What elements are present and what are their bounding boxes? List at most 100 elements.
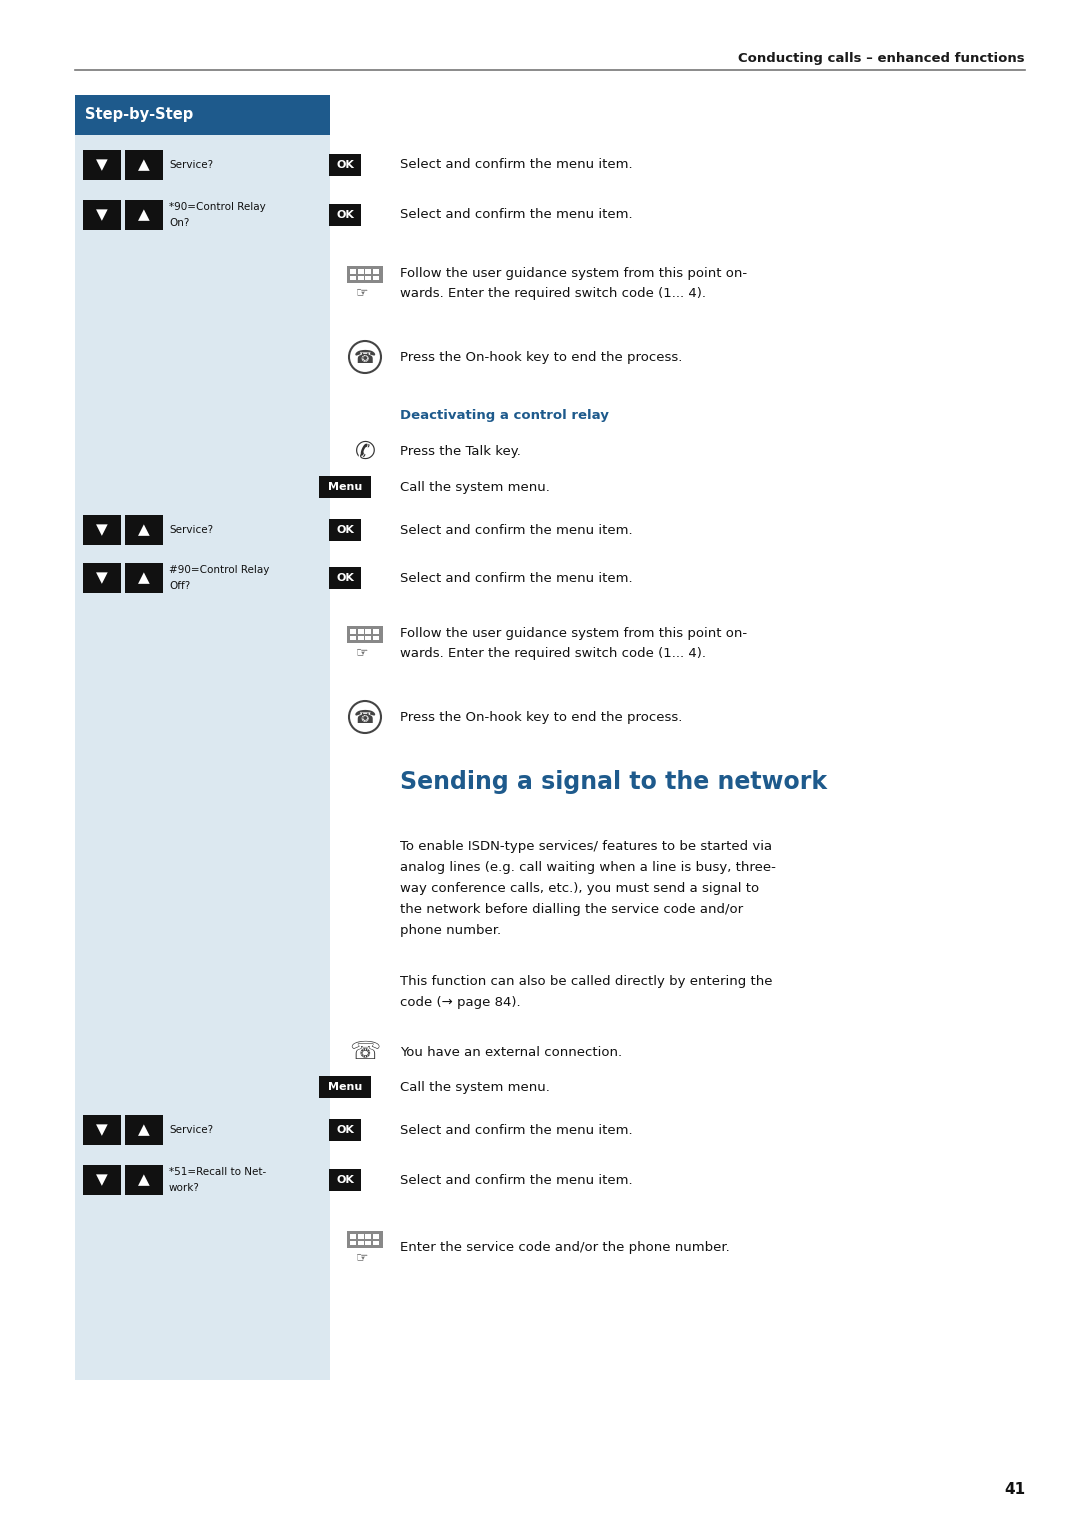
- Text: ▲: ▲: [138, 523, 150, 538]
- Text: Enter the service code and/or the phone number.: Enter the service code and/or the phone …: [400, 1240, 730, 1254]
- Text: ☎: ☎: [354, 349, 376, 367]
- Text: ✆: ✆: [354, 440, 376, 463]
- FancyBboxPatch shape: [373, 275, 378, 280]
- FancyBboxPatch shape: [347, 1231, 383, 1248]
- FancyBboxPatch shape: [350, 1234, 356, 1238]
- FancyBboxPatch shape: [319, 476, 372, 498]
- FancyBboxPatch shape: [75, 95, 330, 1381]
- FancyBboxPatch shape: [350, 269, 356, 274]
- Text: ▲: ▲: [138, 157, 150, 173]
- FancyBboxPatch shape: [125, 563, 163, 593]
- FancyBboxPatch shape: [373, 636, 378, 641]
- FancyBboxPatch shape: [83, 515, 121, 544]
- Text: Call the system menu.: Call the system menu.: [400, 1081, 550, 1093]
- Text: ▼: ▼: [96, 1122, 108, 1138]
- FancyBboxPatch shape: [125, 1165, 163, 1196]
- Text: ☞: ☞: [355, 286, 368, 300]
- FancyBboxPatch shape: [357, 275, 364, 280]
- Text: Step-by-Step: Step-by-Step: [85, 107, 193, 122]
- Text: Call the system menu.: Call the system menu.: [400, 480, 550, 494]
- FancyBboxPatch shape: [373, 630, 378, 635]
- FancyBboxPatch shape: [329, 518, 361, 541]
- FancyBboxPatch shape: [365, 636, 372, 641]
- FancyBboxPatch shape: [329, 567, 361, 589]
- Text: wards. Enter the required switch code (1... 4).: wards. Enter the required switch code (1…: [400, 286, 706, 300]
- FancyBboxPatch shape: [373, 1234, 378, 1238]
- Text: Press the On-hook key to end the process.: Press the On-hook key to end the process…: [400, 711, 683, 723]
- FancyBboxPatch shape: [365, 275, 372, 280]
- FancyBboxPatch shape: [357, 636, 364, 641]
- FancyBboxPatch shape: [83, 563, 121, 593]
- FancyBboxPatch shape: [357, 1242, 364, 1245]
- Text: ▼: ▼: [96, 208, 108, 223]
- Text: Press the Talk key.: Press the Talk key.: [400, 445, 521, 459]
- Text: You have an external connection.: You have an external connection.: [400, 1046, 622, 1058]
- Text: On?: On?: [168, 219, 189, 228]
- Text: Select and confirm the menu item.: Select and confirm the menu item.: [400, 208, 633, 222]
- Text: phone number.: phone number.: [400, 924, 501, 937]
- FancyBboxPatch shape: [373, 269, 378, 274]
- Text: Press the On-hook key to end the process.: Press the On-hook key to end the process…: [400, 350, 683, 364]
- Text: Select and confirm the menu item.: Select and confirm the menu item.: [400, 1173, 633, 1187]
- Text: ▲: ▲: [138, 1173, 150, 1188]
- Text: ▲: ▲: [138, 208, 150, 223]
- FancyBboxPatch shape: [75, 95, 330, 135]
- Text: Menu: Menu: [328, 482, 362, 492]
- Text: Select and confirm the menu item.: Select and confirm the menu item.: [400, 159, 633, 171]
- Text: This function can also be called directly by entering the: This function can also be called directl…: [400, 976, 772, 988]
- Text: ☏: ☏: [349, 1040, 380, 1064]
- Text: ▼: ▼: [96, 1173, 108, 1188]
- FancyBboxPatch shape: [125, 150, 163, 180]
- FancyBboxPatch shape: [350, 275, 356, 280]
- Text: way conference calls, etc.), you must send a signal to: way conference calls, etc.), you must se…: [400, 882, 759, 894]
- Text: Off?: Off?: [168, 581, 190, 592]
- Text: OK: OK: [336, 1174, 354, 1185]
- Text: Service?: Service?: [168, 1125, 213, 1135]
- Text: wards. Enter the required switch code (1... 4).: wards. Enter the required switch code (1…: [400, 647, 706, 659]
- Text: the network before dialling the service code and/or: the network before dialling the service …: [400, 904, 743, 916]
- Text: To enable ISDN-type services/ features to be started via: To enable ISDN-type services/ features t…: [400, 839, 772, 853]
- Text: Follow the user guidance system from this point on-: Follow the user guidance system from thi…: [400, 268, 747, 280]
- Text: ▲: ▲: [138, 570, 150, 586]
- FancyBboxPatch shape: [347, 627, 383, 644]
- FancyBboxPatch shape: [365, 1234, 372, 1238]
- FancyBboxPatch shape: [125, 1115, 163, 1145]
- FancyBboxPatch shape: [329, 1119, 361, 1141]
- Text: Select and confirm the menu item.: Select and confirm the menu item.: [400, 572, 633, 584]
- Text: *90=Control Relay: *90=Control Relay: [168, 202, 266, 213]
- FancyBboxPatch shape: [373, 1242, 378, 1245]
- FancyBboxPatch shape: [365, 1242, 372, 1245]
- Text: ☎: ☎: [354, 709, 376, 726]
- FancyBboxPatch shape: [365, 269, 372, 274]
- Text: Select and confirm the menu item.: Select and confirm the menu item.: [400, 1124, 633, 1136]
- Text: ▲: ▲: [138, 1122, 150, 1138]
- Text: ☞: ☞: [355, 1251, 368, 1264]
- Text: Select and confirm the menu item.: Select and confirm the menu item.: [400, 523, 633, 537]
- FancyBboxPatch shape: [83, 1165, 121, 1196]
- FancyBboxPatch shape: [350, 630, 356, 635]
- Text: Menu: Menu: [328, 1083, 362, 1092]
- Text: ▼: ▼: [96, 157, 108, 173]
- Text: *51=Recall to Net-: *51=Recall to Net-: [168, 1167, 267, 1177]
- FancyBboxPatch shape: [357, 269, 364, 274]
- Text: Conducting calls – enhanced functions: Conducting calls – enhanced functions: [739, 52, 1025, 66]
- FancyBboxPatch shape: [125, 200, 163, 229]
- Text: 41: 41: [1004, 1482, 1025, 1497]
- FancyBboxPatch shape: [319, 1076, 372, 1098]
- Text: Service?: Service?: [168, 161, 213, 170]
- Text: ☞: ☞: [355, 645, 368, 659]
- Text: OK: OK: [336, 524, 354, 535]
- FancyBboxPatch shape: [83, 200, 121, 229]
- Text: Service?: Service?: [168, 524, 213, 535]
- FancyBboxPatch shape: [329, 154, 361, 176]
- FancyBboxPatch shape: [357, 630, 364, 635]
- FancyBboxPatch shape: [350, 636, 356, 641]
- Text: Deactivating a control relay: Deactivating a control relay: [400, 408, 609, 422]
- FancyBboxPatch shape: [329, 203, 361, 226]
- Text: OK: OK: [336, 161, 354, 170]
- FancyBboxPatch shape: [125, 515, 163, 544]
- Text: OK: OK: [336, 573, 354, 583]
- Text: OK: OK: [336, 1125, 354, 1135]
- FancyBboxPatch shape: [83, 150, 121, 180]
- Text: OK: OK: [336, 209, 354, 220]
